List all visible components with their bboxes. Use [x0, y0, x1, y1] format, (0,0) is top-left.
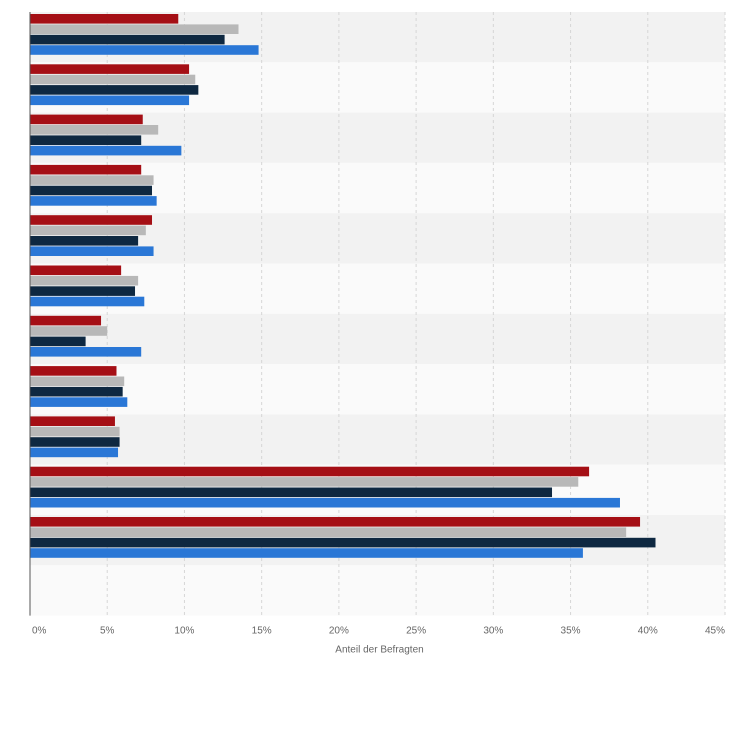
bar — [30, 347, 142, 357]
bar — [30, 135, 142, 145]
bar — [30, 315, 102, 326]
row-band — [30, 263, 725, 314]
x-tick-label: 0% — [32, 626, 47, 637]
x-axis-title: Anteil der Befragten — [335, 645, 423, 656]
bar — [30, 145, 182, 156]
bar — [30, 175, 154, 185]
bar — [30, 397, 128, 407]
row-band — [30, 414, 725, 465]
bar — [30, 336, 86, 347]
x-tick-labels: 0% 5% 10% 15% 20% 25% 30% 35% 40% 45% — [32, 626, 725, 637]
bars — [30, 14, 656, 558]
bar — [30, 386, 123, 397]
row-band — [30, 565, 725, 616]
bar — [30, 296, 145, 307]
x-tick-label: 15% — [252, 626, 272, 637]
bar — [30, 95, 190, 106]
bar — [30, 236, 139, 246]
x-tick-label: 30% — [483, 626, 503, 637]
bar — [30, 164, 142, 175]
x-tick-label: 45% — [705, 626, 725, 637]
bar — [30, 548, 583, 558]
bar — [30, 497, 620, 508]
bar — [30, 366, 117, 376]
gridlines — [106, 12, 726, 616]
bar — [30, 416, 115, 426]
bar — [30, 517, 641, 527]
bar — [30, 426, 120, 437]
bar — [30, 196, 157, 206]
bar — [30, 275, 139, 286]
bar — [30, 215, 153, 225]
bar — [30, 527, 627, 537]
bar — [30, 437, 120, 447]
bar — [30, 74, 196, 85]
row-band — [30, 313, 725, 365]
bar — [30, 185, 153, 196]
bar — [30, 265, 122, 276]
bar — [30, 466, 590, 477]
bar — [30, 487, 553, 498]
bar — [30, 24, 239, 34]
bar — [30, 85, 199, 95]
bar — [30, 537, 656, 548]
bar — [30, 34, 225, 45]
bar — [30, 64, 190, 74]
bar — [30, 447, 119, 458]
bar — [30, 225, 146, 236]
x-tick-label: 10% — [174, 626, 194, 637]
bar — [30, 125, 159, 135]
bar — [30, 376, 125, 387]
x-tick-label: 5% — [100, 626, 115, 637]
bar — [30, 477, 579, 487]
x-tick-label: 20% — [329, 626, 349, 637]
x-tick-label: 40% — [638, 626, 658, 637]
x-tick-label: 25% — [406, 626, 426, 637]
bar — [30, 114, 143, 125]
bar — [30, 326, 108, 336]
row-band — [30, 364, 725, 415]
bar — [30, 14, 179, 24]
bar — [30, 45, 259, 55]
bar — [30, 286, 136, 296]
bar — [30, 246, 154, 256]
x-tick-label: 35% — [561, 626, 581, 637]
